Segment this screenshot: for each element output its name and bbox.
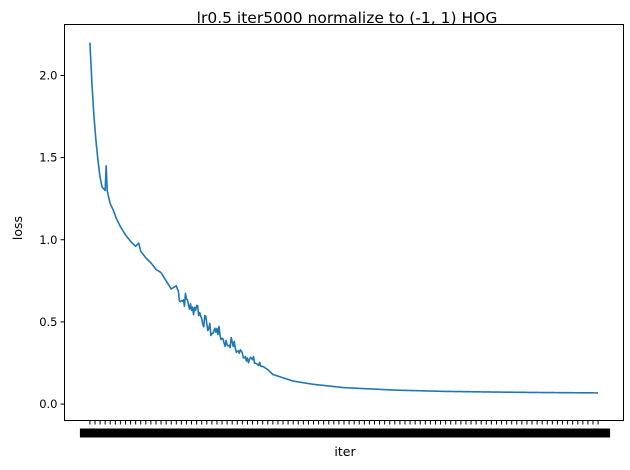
axes-frame [64,24,624,421]
x-axis-ticks [79,420,611,438]
x-axis-label: iter [334,444,356,459]
series-layer [89,42,599,394]
chart-title: lr0.5 iter5000 normalize to (-1, 1) HOG [197,9,498,27]
y-tick-label: 1.5 [39,151,57,165]
y-tick-label: 0.5 [39,315,57,329]
x-tick-label-band [79,428,611,438]
loss-series-line [89,42,599,394]
y-axis-label: loss [10,216,25,240]
y-tick-label: 2.0 [39,68,57,82]
plot-area [64,24,624,421]
y-axis-ticks: 0.0 0.5 1.0 1.5 2.0 [39,68,65,411]
y-tick-label: 0.0 [39,397,57,411]
y-tick-label: 1.0 [39,233,57,247]
